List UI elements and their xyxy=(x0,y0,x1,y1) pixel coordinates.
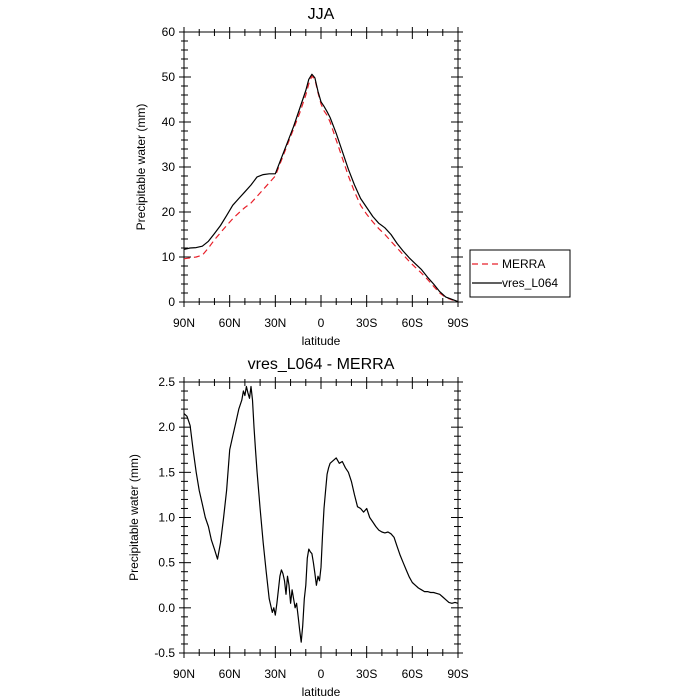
series-line-merra xyxy=(183,75,459,303)
legend-label: vres_L064 xyxy=(502,276,558,290)
y-tick-label: 30 xyxy=(162,160,176,174)
y-tick-label: 0.5 xyxy=(158,556,175,570)
series-line-difference xyxy=(183,385,459,643)
series-line-vres-l064 xyxy=(183,73,459,303)
y-tick-label: 0 xyxy=(168,295,175,309)
x-tick-label: 30N xyxy=(264,667,286,681)
x-tick-label: 90S xyxy=(447,316,468,330)
plot-frame xyxy=(183,381,459,654)
x-tick-label: 30S xyxy=(356,316,377,330)
y-tick-label: 1.0 xyxy=(158,511,175,525)
y-tick-label: 1.5 xyxy=(158,465,175,479)
y-tick-label: 2.5 xyxy=(158,375,175,389)
y-axis-label: Precipitable water (mm) xyxy=(127,454,141,581)
x-axis-label: latitude xyxy=(302,334,341,348)
legend-label: MERRA xyxy=(502,257,545,271)
chart-title: vres_L064 - MERRA xyxy=(248,356,395,373)
chart-panel-1: JJA 0 10 20 30 40 50 60 90N 60N 30N 0 30S 60S 90S latit… xyxy=(134,6,571,348)
y-tick-label: 2.0 xyxy=(158,420,175,434)
legend-box xyxy=(469,249,571,298)
x-tick-label: 60N xyxy=(219,667,241,681)
y-tick-label: -0.5 xyxy=(154,646,175,660)
y-tick-label: 0.0 xyxy=(158,601,175,615)
chart-title: JJA xyxy=(308,6,335,23)
x-tick-label: 90N xyxy=(173,316,195,330)
y-tick-label: 40 xyxy=(162,115,176,129)
x-axis-label: latitude xyxy=(302,685,341,699)
y-tick-label: 10 xyxy=(162,250,176,264)
y-tick-label: 20 xyxy=(162,205,176,219)
x-tick-label: 0 xyxy=(318,667,325,681)
x-tick-label: 60S xyxy=(402,667,423,681)
x-tick-label: 90N xyxy=(173,667,195,681)
x-tick-label: 30S xyxy=(356,667,377,681)
x-tick-label: 30N xyxy=(264,316,286,330)
x-tick-label: 0 xyxy=(318,316,325,330)
y-tick-label: 60 xyxy=(162,25,176,39)
x-tick-label: 90S xyxy=(447,667,468,681)
x-tick-label: 60N xyxy=(219,316,241,330)
legend: MERRA vres_L064 xyxy=(469,249,571,298)
plot-frame xyxy=(183,31,459,303)
chart-panel-2: vres_L064 - MERRA -0.5 0.0 0.5 1.0 1.5 2.0 2.5 9… xyxy=(127,356,469,699)
y-axis-label: Precipitable water (mm) xyxy=(134,104,148,231)
x-tick-label: 60S xyxy=(402,316,423,330)
y-tick-label: 50 xyxy=(162,70,176,84)
